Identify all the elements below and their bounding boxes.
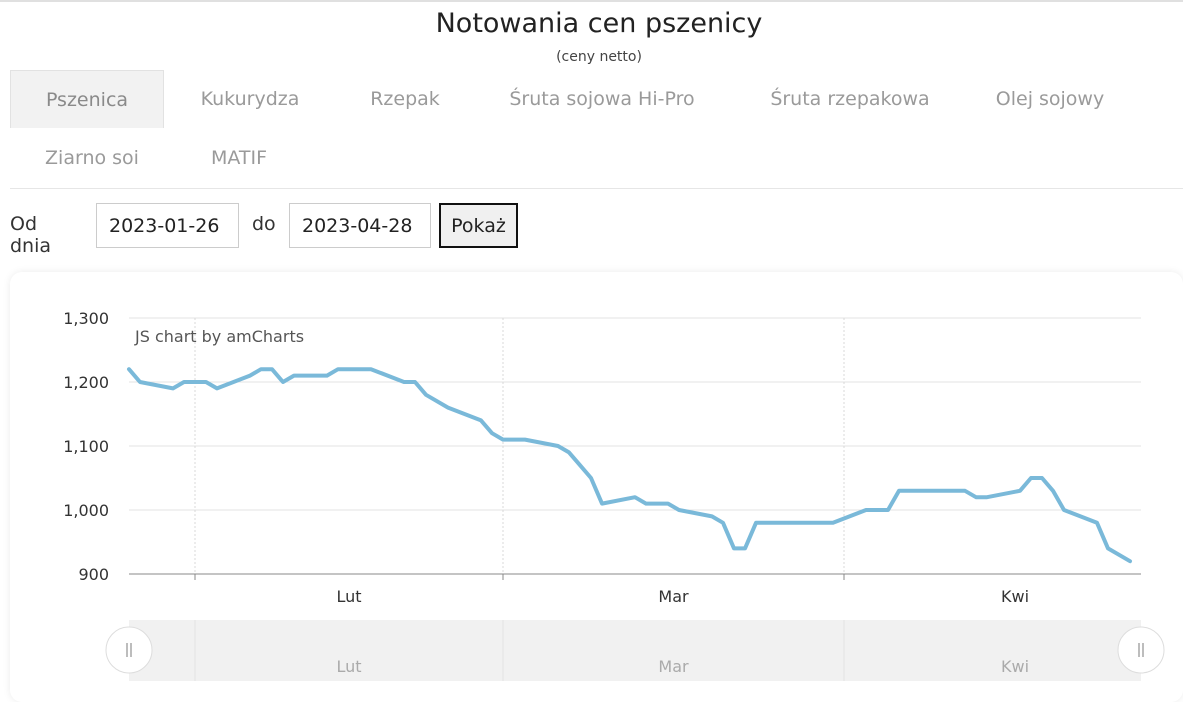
- scrollbar-start-handle[interactable]: [105, 626, 153, 674]
- handle-circle: [1117, 626, 1165, 674]
- x-tick-label: Lut: [336, 587, 361, 606]
- y-tick-label: 1,100: [63, 437, 109, 456]
- y-axis: 1,300 1,200 1,100 1,000 900: [63, 309, 1141, 584]
- top-border: [0, 0, 1183, 2]
- tab-olej-sojowy[interactable]: Olej sojowy: [995, 88, 1105, 110]
- y-tick-label: 1,000: [63, 501, 109, 520]
- scrollbar-label: Lut: [336, 657, 361, 676]
- chart-card: 1,300 1,200 1,100 1,000 900 Lut Mar Kwi JS cha…: [10, 272, 1183, 702]
- y-tick-label: 1,200: [63, 373, 109, 392]
- price-line: [127, 367, 1132, 564]
- tab-pszenica[interactable]: Pszenica: [10, 70, 164, 128]
- x-tick-label: Mar: [658, 587, 689, 606]
- page-title: Notowania cen pszenicy: [435, 8, 763, 39]
- scrollbar-track: [129, 620, 1141, 681]
- page-subtitle: (ceny netto): [556, 49, 642, 65]
- from-date-input[interactable]: [96, 203, 239, 248]
- to-date-input[interactable]: [289, 203, 431, 248]
- tab-rzepak[interactable]: Rzepak: [370, 88, 440, 110]
- to-label: do: [252, 213, 276, 235]
- tab-sruta-sojowa[interactable]: Śruta sojowa Hi-Pro: [509, 88, 695, 110]
- y-tick-label: 1,300: [63, 309, 109, 328]
- chart-scrollbar[interactable]: Lut Mar Kwi: [105, 620, 1165, 681]
- grip-icon: [1138, 643, 1144, 657]
- tab-matif[interactable]: MATIF: [210, 147, 268, 169]
- y-tick-label: 900: [78, 565, 109, 584]
- chart-credit: JS chart by amCharts: [134, 327, 304, 346]
- handle-circle: [105, 626, 153, 674]
- x-axis: Lut Mar Kwi: [194, 574, 1029, 606]
- commodity-tabs: Pszenica Kukurydza Rzepak Śruta sojowa H…: [10, 70, 1183, 189]
- tab-kukurydza[interactable]: Kukurydza: [200, 88, 300, 110]
- show-button[interactable]: Pokaż: [439, 203, 518, 248]
- scrollbar-label: Kwi: [1001, 657, 1029, 676]
- grip-icon: [126, 643, 132, 657]
- price-chart: 1,300 1,200 1,100 1,000 900 Lut Mar Kwi JS cha…: [63, 309, 1165, 681]
- from-label: Od dnia: [10, 213, 52, 257]
- tab-ziarno-soi[interactable]: Ziarno soi: [45, 147, 139, 169]
- scrollbar-label: Mar: [658, 657, 689, 676]
- grid: [129, 317, 1141, 574]
- tab-sruta-rzepakowa[interactable]: Śruta rzepakowa: [770, 88, 930, 110]
- series: [127, 367, 1132, 564]
- x-tick-label: Kwi: [1001, 587, 1029, 606]
- scrollbar-end-handle[interactable]: [1117, 626, 1165, 674]
